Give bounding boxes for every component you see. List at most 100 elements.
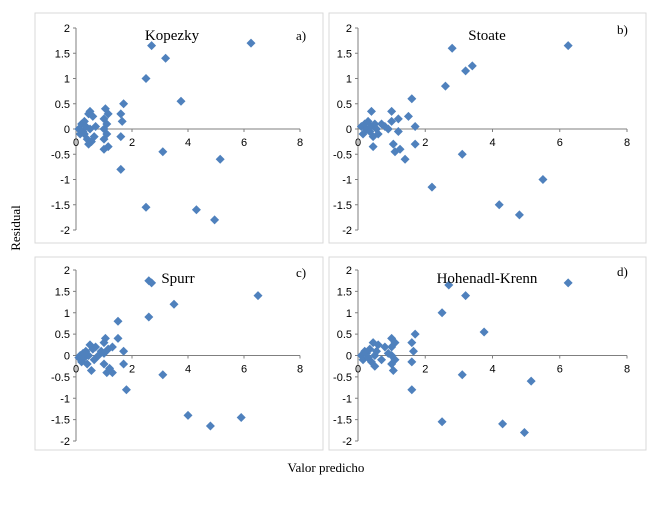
y-tick-label: 2 — [346, 265, 352, 277]
data-point — [519, 427, 529, 437]
data-point — [147, 278, 157, 288]
y-tick-label: -1.5 — [51, 200, 70, 212]
data-point — [246, 38, 256, 48]
data-point — [366, 106, 376, 116]
data-point — [82, 359, 92, 369]
y-tick-label: -1 — [342, 175, 352, 187]
x-tick-label: 4 — [489, 137, 495, 149]
data-point — [410, 139, 420, 149]
x-tick-label: 0 — [355, 137, 361, 149]
data-point — [121, 385, 131, 395]
x-tick-label: 2 — [422, 364, 428, 376]
x-tick-label: 4 — [185, 364, 191, 376]
x-tick-label: 0 — [73, 364, 79, 376]
data-point — [514, 210, 524, 220]
x-tick-label: 4 — [489, 364, 495, 376]
x-tick-label: 6 — [557, 137, 563, 149]
data-point — [390, 355, 400, 365]
data-point — [81, 121, 91, 131]
data-point — [427, 182, 437, 192]
data-point — [371, 346, 381, 356]
data-point — [119, 346, 129, 356]
panel-title: Hohenadl-Krenn — [437, 271, 538, 287]
panel-tag: b) — [617, 22, 628, 37]
data-point — [100, 333, 110, 343]
data-point — [119, 359, 129, 369]
data-point — [79, 129, 89, 139]
data-point — [365, 344, 375, 354]
data-point — [215, 154, 225, 164]
x-tick-label: 8 — [624, 137, 630, 149]
x-tick-label: 6 — [241, 364, 247, 376]
panel-frame — [328, 12, 647, 244]
data-point — [408, 346, 418, 356]
data-point — [393, 127, 403, 137]
x-tick-label: 8 — [297, 364, 303, 376]
data-point — [119, 99, 129, 109]
data-point — [494, 200, 504, 210]
data-point — [116, 132, 126, 142]
panel-frame — [34, 12, 324, 244]
y-tick-label: 0 — [346, 124, 352, 136]
x-tick-label: 6 — [241, 137, 247, 149]
y-tick-label: 2 — [64, 265, 70, 277]
y-tick-label: 2 — [64, 23, 70, 35]
data-point — [410, 121, 420, 131]
data-point — [147, 41, 157, 51]
x-tick-label: 8 — [624, 364, 630, 376]
y-tick-label: 0 — [64, 351, 70, 363]
data-point — [183, 410, 193, 420]
data-point — [526, 376, 536, 386]
data-point — [393, 114, 403, 124]
data-point — [373, 129, 383, 139]
y-tick-label: 1 — [346, 74, 352, 86]
data-point — [407, 94, 417, 104]
data-point — [91, 121, 101, 131]
data-point — [380, 121, 390, 131]
data-point — [563, 41, 573, 51]
data-point — [400, 154, 410, 164]
data-point — [113, 333, 123, 343]
y-tick-label: -1 — [60, 393, 70, 405]
data-point — [538, 175, 548, 184]
data-point — [158, 147, 168, 157]
panel-title: Stoate — [468, 28, 506, 44]
data-point — [205, 421, 215, 431]
y-tick-label: -2 — [60, 436, 70, 448]
y-tick-label: 0 — [346, 351, 352, 363]
y-tick-label: 0.5 — [55, 99, 70, 111]
y-tick-label: -1.5 — [333, 200, 352, 212]
y-tick-label: -1 — [60, 175, 70, 187]
x-tick-label: 2 — [129, 364, 135, 376]
y-tick-label: -2 — [342, 436, 352, 448]
data-point — [383, 124, 393, 134]
data-point — [161, 53, 171, 63]
data-point — [380, 342, 390, 352]
data-point — [447, 43, 457, 53]
y-tick-label: 1.5 — [55, 286, 70, 298]
data-point — [236, 412, 246, 422]
data-point — [407, 357, 417, 367]
data-point — [407, 385, 417, 395]
data-point — [395, 144, 405, 154]
y-tick-label: -0.5 — [333, 372, 352, 384]
panel-frame — [328, 256, 647, 451]
x-axis-title: Valor predicho — [288, 460, 365, 475]
x-tick-label: 6 — [557, 364, 563, 376]
data-point — [89, 132, 99, 142]
data-point — [141, 74, 151, 83]
panel-title: Spurr — [161, 271, 194, 287]
data-point — [461, 291, 471, 301]
data-point — [117, 116, 127, 126]
data-point — [176, 96, 186, 106]
data-point — [107, 342, 117, 352]
y-tick-label: 1.5 — [337, 48, 352, 60]
y-tick-label: 1.5 — [337, 286, 352, 298]
data-point — [437, 308, 447, 318]
data-point — [169, 299, 179, 309]
data-point — [440, 81, 450, 91]
data-point — [388, 365, 398, 375]
